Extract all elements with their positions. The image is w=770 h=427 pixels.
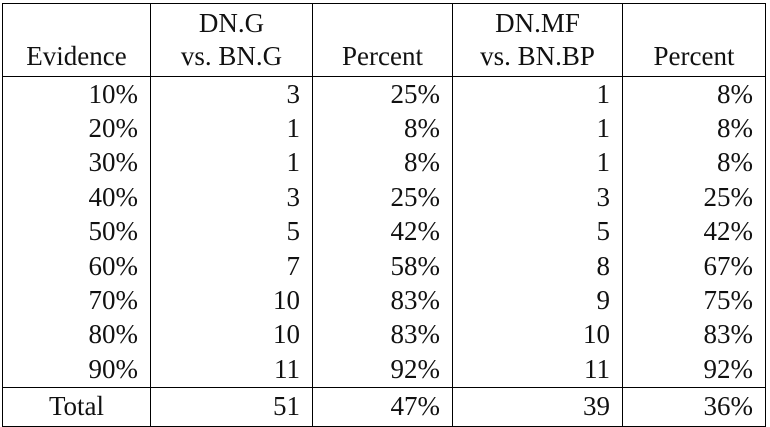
table-row: 70% 10 83% 9 75% bbox=[2, 283, 766, 318]
table-cell: 67% bbox=[622, 248, 766, 284]
table-cell: 25% bbox=[312, 180, 453, 215]
table-cell: 1 bbox=[452, 145, 623, 181]
table-cell: 42% bbox=[312, 214, 453, 249]
table-body: 10% 3 25% 1 8% 20% 1 8% 1 8% 30% 1 8% 1 8% 40% 3 25% 3 25% 5… bbox=[2, 76, 766, 388]
table-cell: 5 bbox=[452, 214, 623, 249]
table-row: 50% 5 42% 5 42% bbox=[2, 214, 766, 249]
table-row: 20% 1 8% 1 8% bbox=[2, 111, 766, 146]
table-row: 30% 1 8% 1 8% bbox=[2, 145, 766, 181]
table-cell: 3 bbox=[452, 180, 623, 215]
table-cell: 40% bbox=[2, 180, 151, 215]
header-cell: DN.G vs. BN.G bbox=[150, 3, 313, 77]
table-cell: 1 bbox=[452, 76, 623, 112]
header-cell: Percent bbox=[622, 3, 766, 77]
table-cell: 11 bbox=[150, 352, 313, 388]
table-cell: 1 bbox=[452, 111, 623, 146]
table-footer: Total 51 47% 39 36% bbox=[2, 386, 766, 427]
table-cell: 92% bbox=[312, 352, 453, 388]
table-cell: 10 bbox=[150, 317, 313, 353]
table-cell: 8% bbox=[622, 111, 766, 146]
table-cell: 5 bbox=[150, 214, 313, 249]
table-cell: 25% bbox=[622, 180, 766, 215]
table-cell: 3 bbox=[150, 76, 313, 112]
table-cell: 8 bbox=[452, 248, 623, 284]
table-cell: 3 bbox=[150, 180, 313, 215]
header-cell: Percent bbox=[312, 3, 453, 77]
table-cell: 25% bbox=[312, 76, 453, 112]
table-cell: 92% bbox=[622, 352, 766, 388]
total-cell: 36% bbox=[622, 386, 766, 427]
total-row: Total 51 47% 39 36% bbox=[2, 386, 766, 427]
table-cell: 10 bbox=[150, 283, 313, 318]
table-cell: 8% bbox=[622, 145, 766, 181]
table-cell: 58% bbox=[312, 248, 453, 284]
table-cell: 83% bbox=[312, 317, 453, 353]
table-cell: 30% bbox=[2, 145, 151, 181]
table-cell: 8% bbox=[622, 76, 766, 112]
total-cell: 51 bbox=[150, 386, 313, 427]
table-cell: 10 bbox=[452, 317, 623, 353]
header-cell: Evidence bbox=[2, 3, 151, 77]
table-cell: 7 bbox=[150, 248, 313, 284]
table-row: 10% 3 25% 1 8% bbox=[2, 76, 766, 112]
total-cell: 47% bbox=[312, 386, 453, 427]
header-row: Evidence DN.G vs. BN.G Percent DN.MF vs. BN… bbox=[2, 3, 766, 77]
table-cell: 11 bbox=[452, 352, 623, 388]
table-cell: 8% bbox=[312, 111, 453, 146]
table-cell: 42% bbox=[622, 214, 766, 249]
table-cell: 50% bbox=[2, 214, 151, 249]
table-cell: 70% bbox=[2, 283, 151, 318]
total-cell: Total bbox=[2, 386, 151, 427]
total-cell: 39 bbox=[452, 386, 623, 427]
table-cell: 1 bbox=[150, 145, 313, 181]
table-cell: 60% bbox=[2, 248, 151, 284]
table-header: Evidence DN.G vs. BN.G Percent DN.MF vs. BN… bbox=[2, 3, 766, 77]
table-cell: 83% bbox=[622, 317, 766, 353]
table-cell: 1 bbox=[150, 111, 313, 146]
table-cell: 80% bbox=[2, 317, 151, 353]
table-cell: 75% bbox=[622, 283, 766, 318]
results-table: Evidence DN.G vs. BN.G Percent DN.MF vs. BN… bbox=[2, 3, 766, 427]
table-cell: 10% bbox=[2, 76, 151, 112]
table-cell: 9 bbox=[452, 283, 623, 318]
table-row: 80% 10 83% 10 83% bbox=[2, 317, 766, 353]
table-cell: 90% bbox=[2, 352, 151, 388]
table-cell: 8% bbox=[312, 145, 453, 181]
table-row: 90% 11 92% 11 92% bbox=[2, 352, 766, 388]
table-row: 60% 7 58% 8 67% bbox=[2, 248, 766, 284]
table-cell: 83% bbox=[312, 283, 453, 318]
table-cell: 20% bbox=[2, 111, 151, 146]
table-row: 40% 3 25% 3 25% bbox=[2, 180, 766, 215]
header-cell: DN.MF vs. BN.BP bbox=[452, 3, 623, 77]
